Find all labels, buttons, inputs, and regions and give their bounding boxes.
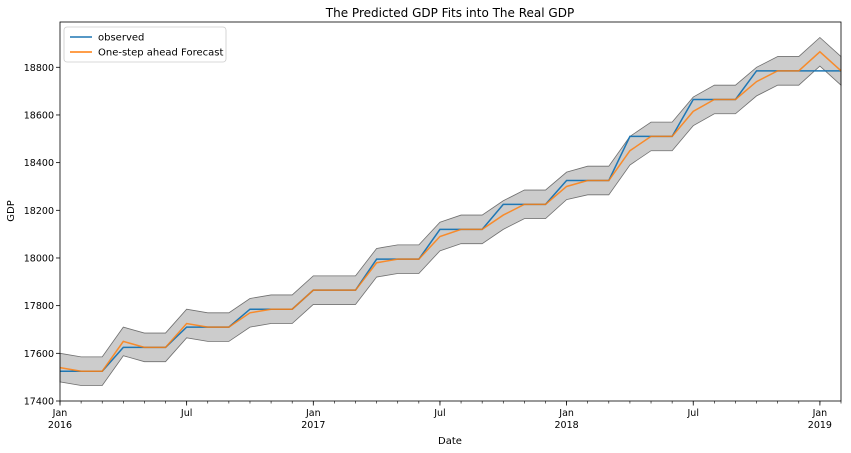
x-tick-year-label: 2019 [808, 420, 832, 431]
series-line-forecast [59, 50, 842, 372]
x-tick-label: Jan [812, 408, 828, 419]
legend: observed One-step ahead Forecast [63, 26, 227, 63]
y-tick-label: 18800 [24, 63, 54, 74]
y-tick-label: 17600 [24, 349, 54, 360]
y-tick-label: 17400 [24, 397, 54, 408]
x-axis-label: Date [438, 436, 462, 447]
x-tick-year-label: 2018 [555, 420, 579, 431]
y-tick-label: 18200 [24, 206, 54, 217]
legend-label-forecast: One-step ahead Forecast [98, 48, 223, 59]
chart-title: The Predicted GDP Fits into The Real GDP [325, 6, 574, 20]
x-tick-year-label: 2016 [48, 420, 72, 431]
series-line-observed [60, 70, 841, 372]
y-axis: 17400 17600 17800 18000 18200 18400 18600 18800 [24, 63, 60, 408]
legend-box [63, 26, 227, 63]
x-tick-label: Jan [305, 408, 321, 419]
x-tick-year-label: 2017 [301, 420, 325, 431]
y-tick-label: 18600 [24, 110, 54, 121]
series-lines-layer [59, 50, 842, 372]
x-tick-label: Jan [558, 408, 574, 419]
y-tick-label: 17800 [24, 301, 54, 312]
y-tick-label: 18400 [24, 158, 54, 169]
x-tick-label: Jul [687, 408, 699, 419]
y-tick-label: 18000 [24, 253, 54, 264]
plot-frame [59, 21, 842, 402]
x-tick-label: Jul [180, 408, 192, 419]
x-tick-label: Jan [52, 408, 68, 419]
y-axis-label: GDP [6, 200, 17, 221]
x-tick-label: Jul [433, 408, 445, 419]
legend-label-observed: observed [98, 33, 144, 44]
